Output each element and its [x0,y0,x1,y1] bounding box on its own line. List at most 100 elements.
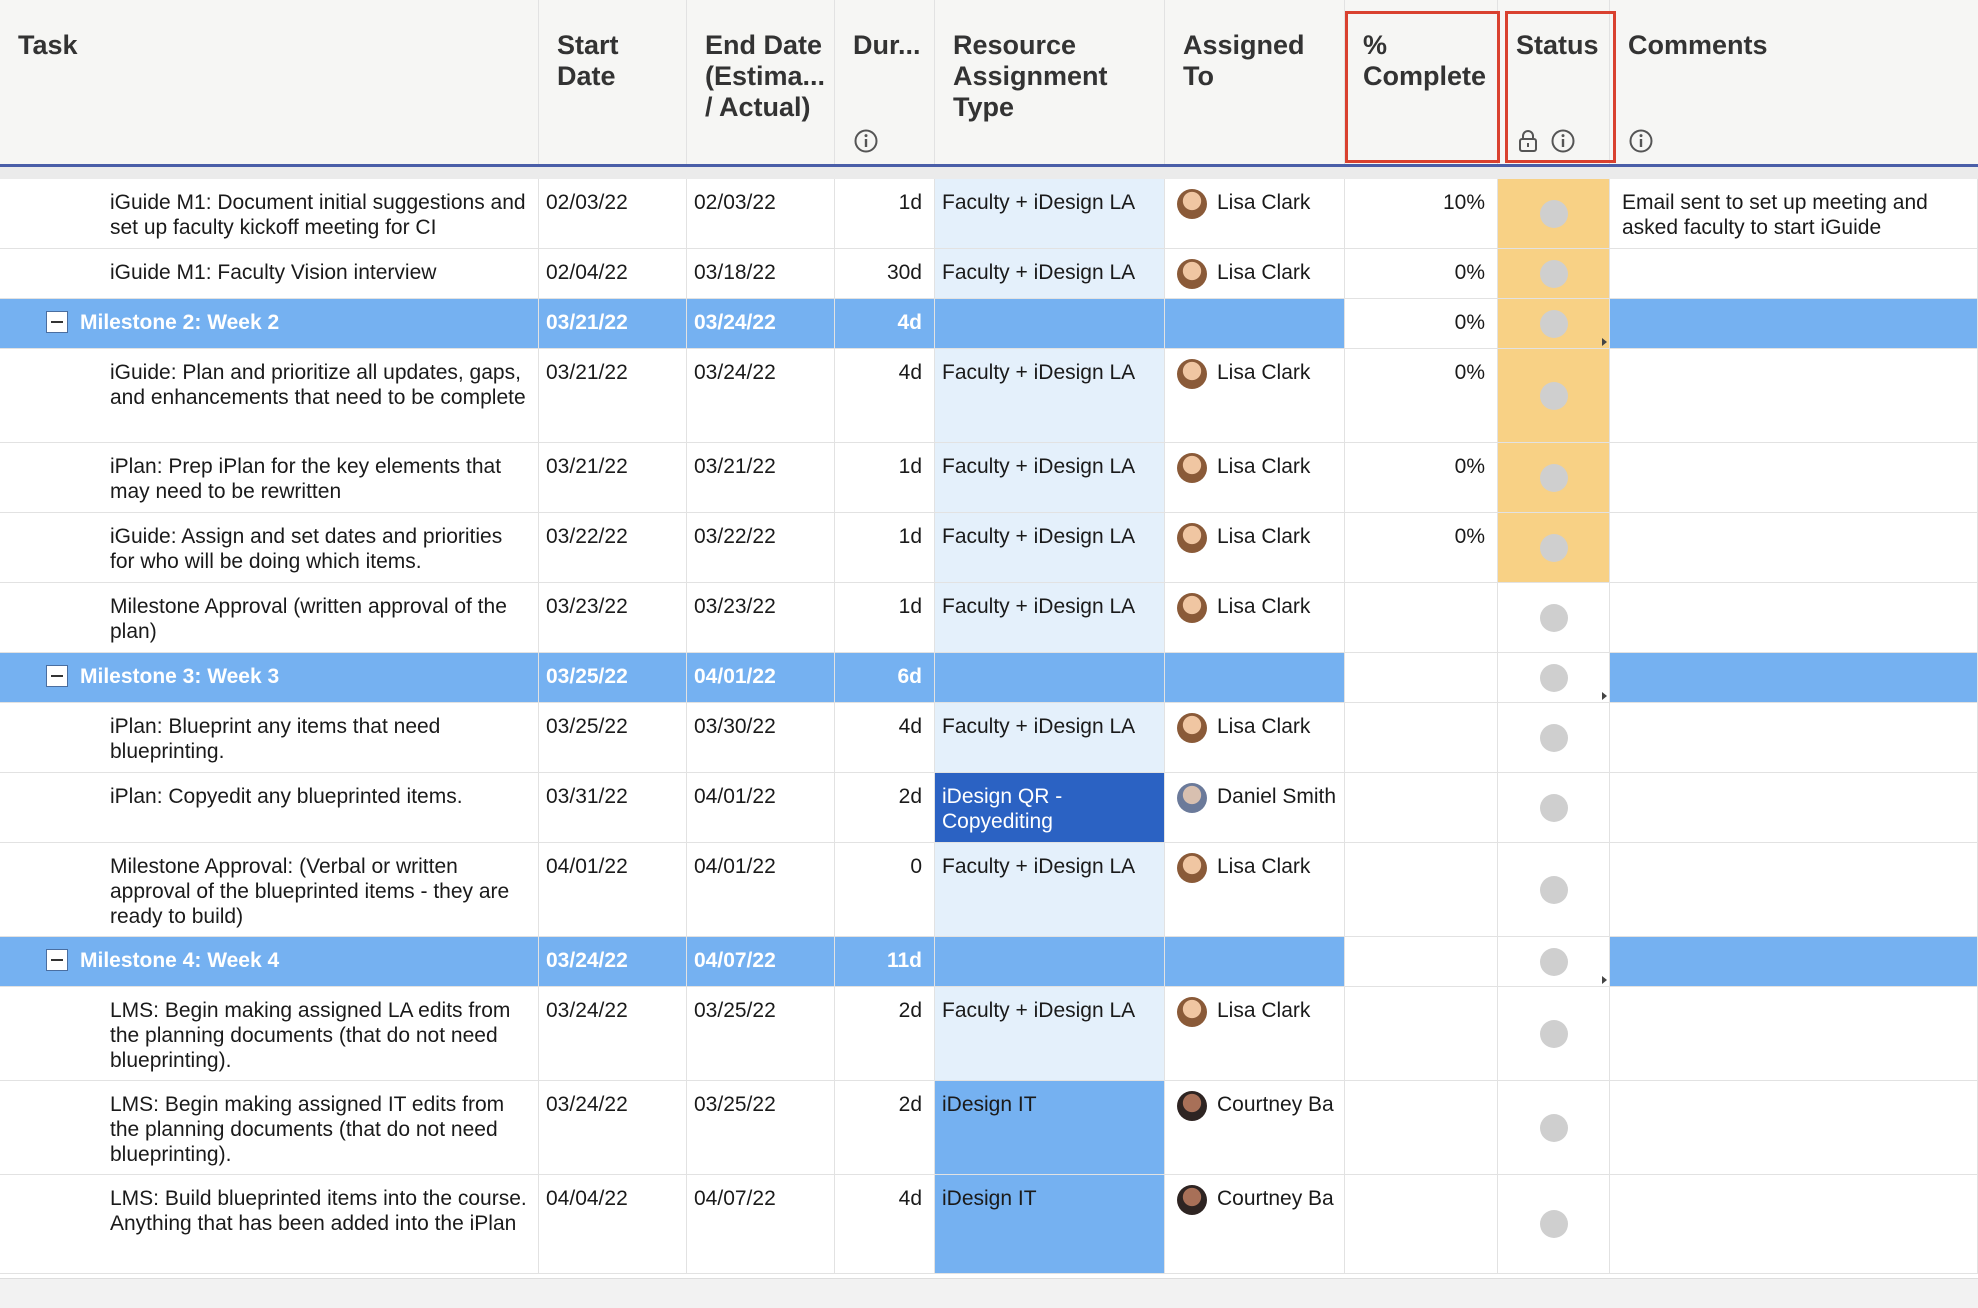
percent-complete-cell[interactable] [1345,1175,1498,1274]
start-date-cell[interactable]: 03/21/22 [539,349,687,443]
assigned-to-cell[interactable]: Lisa Clark [1165,703,1345,773]
assigned-to-cell[interactable]: Lisa Clark [1165,583,1345,653]
duration-cell[interactable]: 4d [835,703,935,773]
task-name-cell[interactable]: Milestone Approval (written approval of … [0,583,539,653]
percent-complete-cell[interactable] [1345,937,1498,987]
start-date-cell[interactable]: 03/21/22 [539,299,687,349]
column-header-resource-type[interactable]: Resource Assignment Type [935,0,1165,164]
end-date-cell[interactable]: 03/21/22 [687,443,835,513]
status-dot[interactable] [1539,947,1568,976]
task-row[interactable]: LMS: Begin making assigned LA edits from… [0,987,1978,1081]
duration-cell[interactable]: 4d [835,349,935,443]
column-header-percent-complete[interactable]: % Complete [1345,0,1498,164]
duration-cell[interactable]: 1d [835,583,935,653]
comments-cell[interactable] [1610,299,1978,349]
end-date-cell[interactable]: 03/25/22 [687,987,835,1081]
info-circle-icon[interactable] [853,128,879,154]
column-header-end-date[interactable]: End Date (Estima... / Actual) [687,0,835,164]
percent-complete-cell[interactable] [1345,1081,1498,1175]
task-name-cell[interactable]: LMS: Begin making assigned LA edits from… [0,987,539,1081]
resource-type-cell[interactable]: iDesign IT [935,1081,1165,1175]
status-cell[interactable] [1498,653,1610,703]
status-cell[interactable] [1498,299,1610,349]
column-header-duration[interactable]: Dur... [835,0,935,164]
resource-type-cell[interactable]: Faculty + iDesign LA [935,443,1165,513]
task-row[interactable]: LMS: Build blueprinted items into the co… [0,1175,1978,1274]
assigned-to-cell[interactable]: Lisa Clark [1165,349,1345,443]
column-header-assigned-to[interactable]: Assigned To [1165,0,1345,164]
assigned-to-cell[interactable]: Lisa Clark [1165,249,1345,299]
status-cell[interactable] [1498,843,1610,937]
status-cell[interactable] [1498,583,1610,653]
comments-cell[interactable] [1610,583,1978,653]
column-header-task[interactable]: Task [0,0,539,164]
comments-cell[interactable] [1610,703,1978,773]
resource-type-cell[interactable] [935,299,1165,349]
status-cell[interactable] [1498,987,1610,1081]
duration-cell[interactable]: 6d [835,653,935,703]
info-circle-icon[interactable] [1628,128,1654,154]
assigned-to-cell[interactable]: Daniel Smith [1165,773,1345,843]
assigned-to-cell[interactable]: Courtney Ba [1165,1175,1345,1274]
status-cell[interactable] [1498,179,1610,249]
bottom-scroll-bar[interactable] [0,1278,1978,1308]
status-dot[interactable] [1539,381,1568,410]
task-row[interactable]: iPlan: Prep iPlan for the key elements t… [0,443,1978,513]
task-row[interactable]: LMS: Begin making assigned IT edits from… [0,1081,1978,1175]
task-name-cell[interactable]: iPlan: Prep iPlan for the key elements t… [0,443,539,513]
comments-cell[interactable] [1610,987,1978,1081]
duration-cell[interactable]: 1d [835,513,935,583]
comments-cell[interactable] [1610,843,1978,937]
start-date-cell[interactable]: 03/24/22 [539,987,687,1081]
task-row[interactable]: Milestone Approval: (Verbal or written a… [0,843,1978,937]
assigned-to-cell[interactable]: Courtney Ba [1165,1081,1345,1175]
status-dot[interactable] [1539,875,1568,904]
collapse-minus-icon[interactable] [46,311,68,333]
assigned-to-cell[interactable]: Lisa Clark [1165,987,1345,1081]
end-date-cell[interactable]: 03/24/22 [687,349,835,443]
task-row[interactable]: iPlan: Copyedit any blueprinted items. 03… [0,773,1978,843]
percent-complete-cell[interactable] [1345,583,1498,653]
percent-complete-cell[interactable] [1345,987,1498,1081]
status-dot[interactable] [1539,309,1568,338]
percent-complete-cell[interactable] [1345,653,1498,703]
assigned-to-cell[interactable]: Lisa Clark [1165,179,1345,249]
duration-cell[interactable]: 0 [835,843,935,937]
collapse-minus-icon[interactable] [46,665,68,687]
end-date-cell[interactable]: 03/25/22 [687,1081,835,1175]
task-row[interactable]: iGuide: Plan and prioritize all updates,… [0,349,1978,443]
duration-cell[interactable]: 2d [835,773,935,843]
milestone-row[interactable]: Milestone 4: Week 4 03/24/22 04/07/22 11d [0,937,1978,987]
resource-type-cell[interactable] [935,937,1165,987]
comments-cell[interactable] [1610,773,1978,843]
start-date-cell[interactable]: 04/01/22 [539,843,687,937]
resource-type-cell[interactable] [935,653,1165,703]
end-date-cell[interactable]: 04/07/22 [687,937,835,987]
comments-cell[interactable] [1610,1175,1978,1274]
comments-cell[interactable] [1610,249,1978,299]
task-name-cell[interactable]: iPlan: Copyedit any blueprinted items. [0,773,539,843]
task-name-cell[interactable]: iGuide M1: Document initial suggestions … [0,179,539,249]
end-date-cell[interactable]: 03/23/22 [687,583,835,653]
comments-cell[interactable] [1610,349,1978,443]
status-dot[interactable] [1539,663,1568,692]
task-name-cell[interactable]: LMS: Begin making assigned IT edits from… [0,1081,539,1175]
start-date-cell[interactable]: 03/21/22 [539,443,687,513]
status-cell[interactable] [1498,773,1610,843]
start-date-cell[interactable]: 03/22/22 [539,513,687,583]
end-date-cell[interactable]: 04/01/22 [687,773,835,843]
duration-cell[interactable]: 4d [835,1175,935,1274]
start-date-cell[interactable]: 03/25/22 [539,653,687,703]
column-header-comments[interactable]: Comments [1610,0,1978,164]
duration-cell[interactable]: 4d [835,299,935,349]
duration-cell[interactable]: 11d [835,937,935,987]
assigned-to-cell[interactable] [1165,937,1345,987]
resource-type-cell[interactable]: Faculty + iDesign LA [935,843,1165,937]
end-date-cell[interactable]: 02/03/22 [687,179,835,249]
status-dot[interactable] [1539,603,1568,632]
percent-complete-cell[interactable]: 10% [1345,179,1498,249]
percent-complete-cell[interactable]: 0% [1345,249,1498,299]
task-name-cell[interactable]: iGuide: Plan and prioritize all updates,… [0,349,539,443]
assigned-to-cell[interactable] [1165,653,1345,703]
end-date-cell[interactable]: 04/07/22 [687,1175,835,1274]
